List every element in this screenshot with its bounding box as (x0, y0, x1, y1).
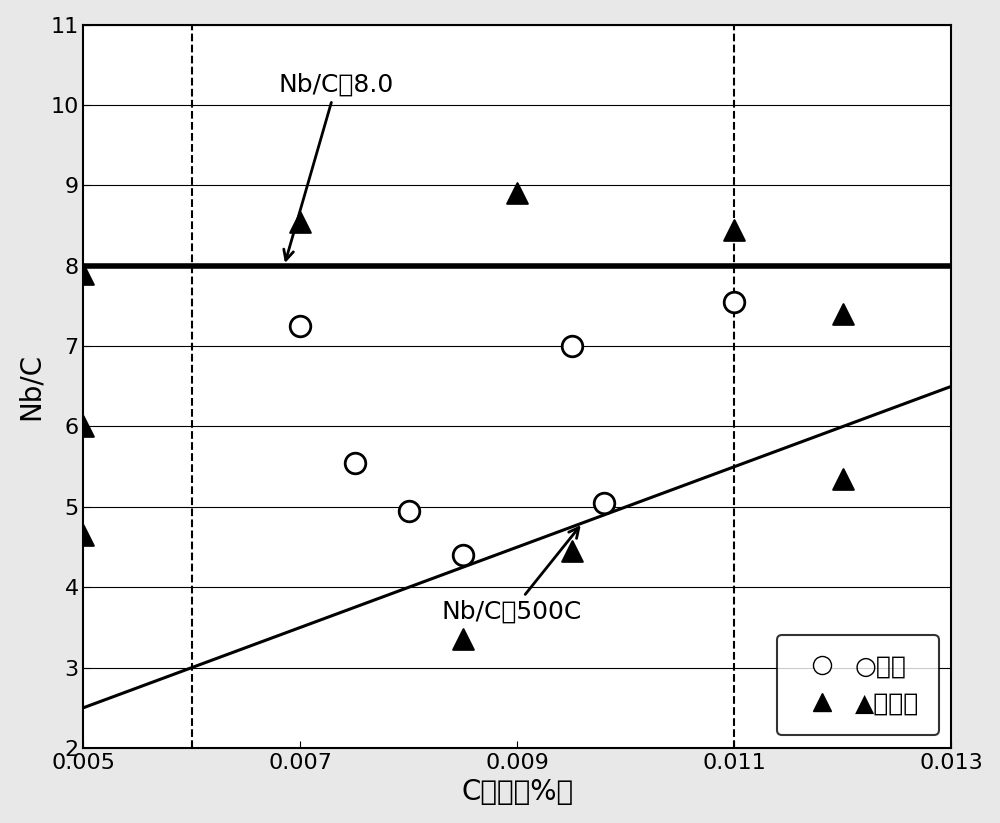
Point (564, 545, 580, 558)
Point (726, 295, 742, 309)
Legend: ○合格, ▲不合格: ○合格, ▲不合格 (777, 635, 939, 736)
Point (596, 496, 612, 509)
Point (292, 319, 308, 332)
Text: Nb/C＝500C: Nb/C＝500C (442, 528, 582, 623)
Text: Nb/C＝8.0: Nb/C＝8.0 (279, 73, 394, 260)
Point (726, 223, 742, 236)
Point (75, 267, 91, 281)
X-axis label: C（质量%）: C（质量%） (461, 779, 574, 807)
Point (835, 472, 851, 486)
Point (75, 528, 91, 542)
Point (292, 215, 308, 228)
Y-axis label: Nb/C: Nb/C (17, 353, 45, 420)
Point (347, 456, 363, 469)
Point (564, 340, 580, 353)
Point (455, 633, 471, 646)
Point (401, 504, 417, 518)
Point (455, 548, 471, 561)
Point (75, 420, 91, 433)
Point (835, 307, 851, 320)
Point (509, 187, 525, 200)
